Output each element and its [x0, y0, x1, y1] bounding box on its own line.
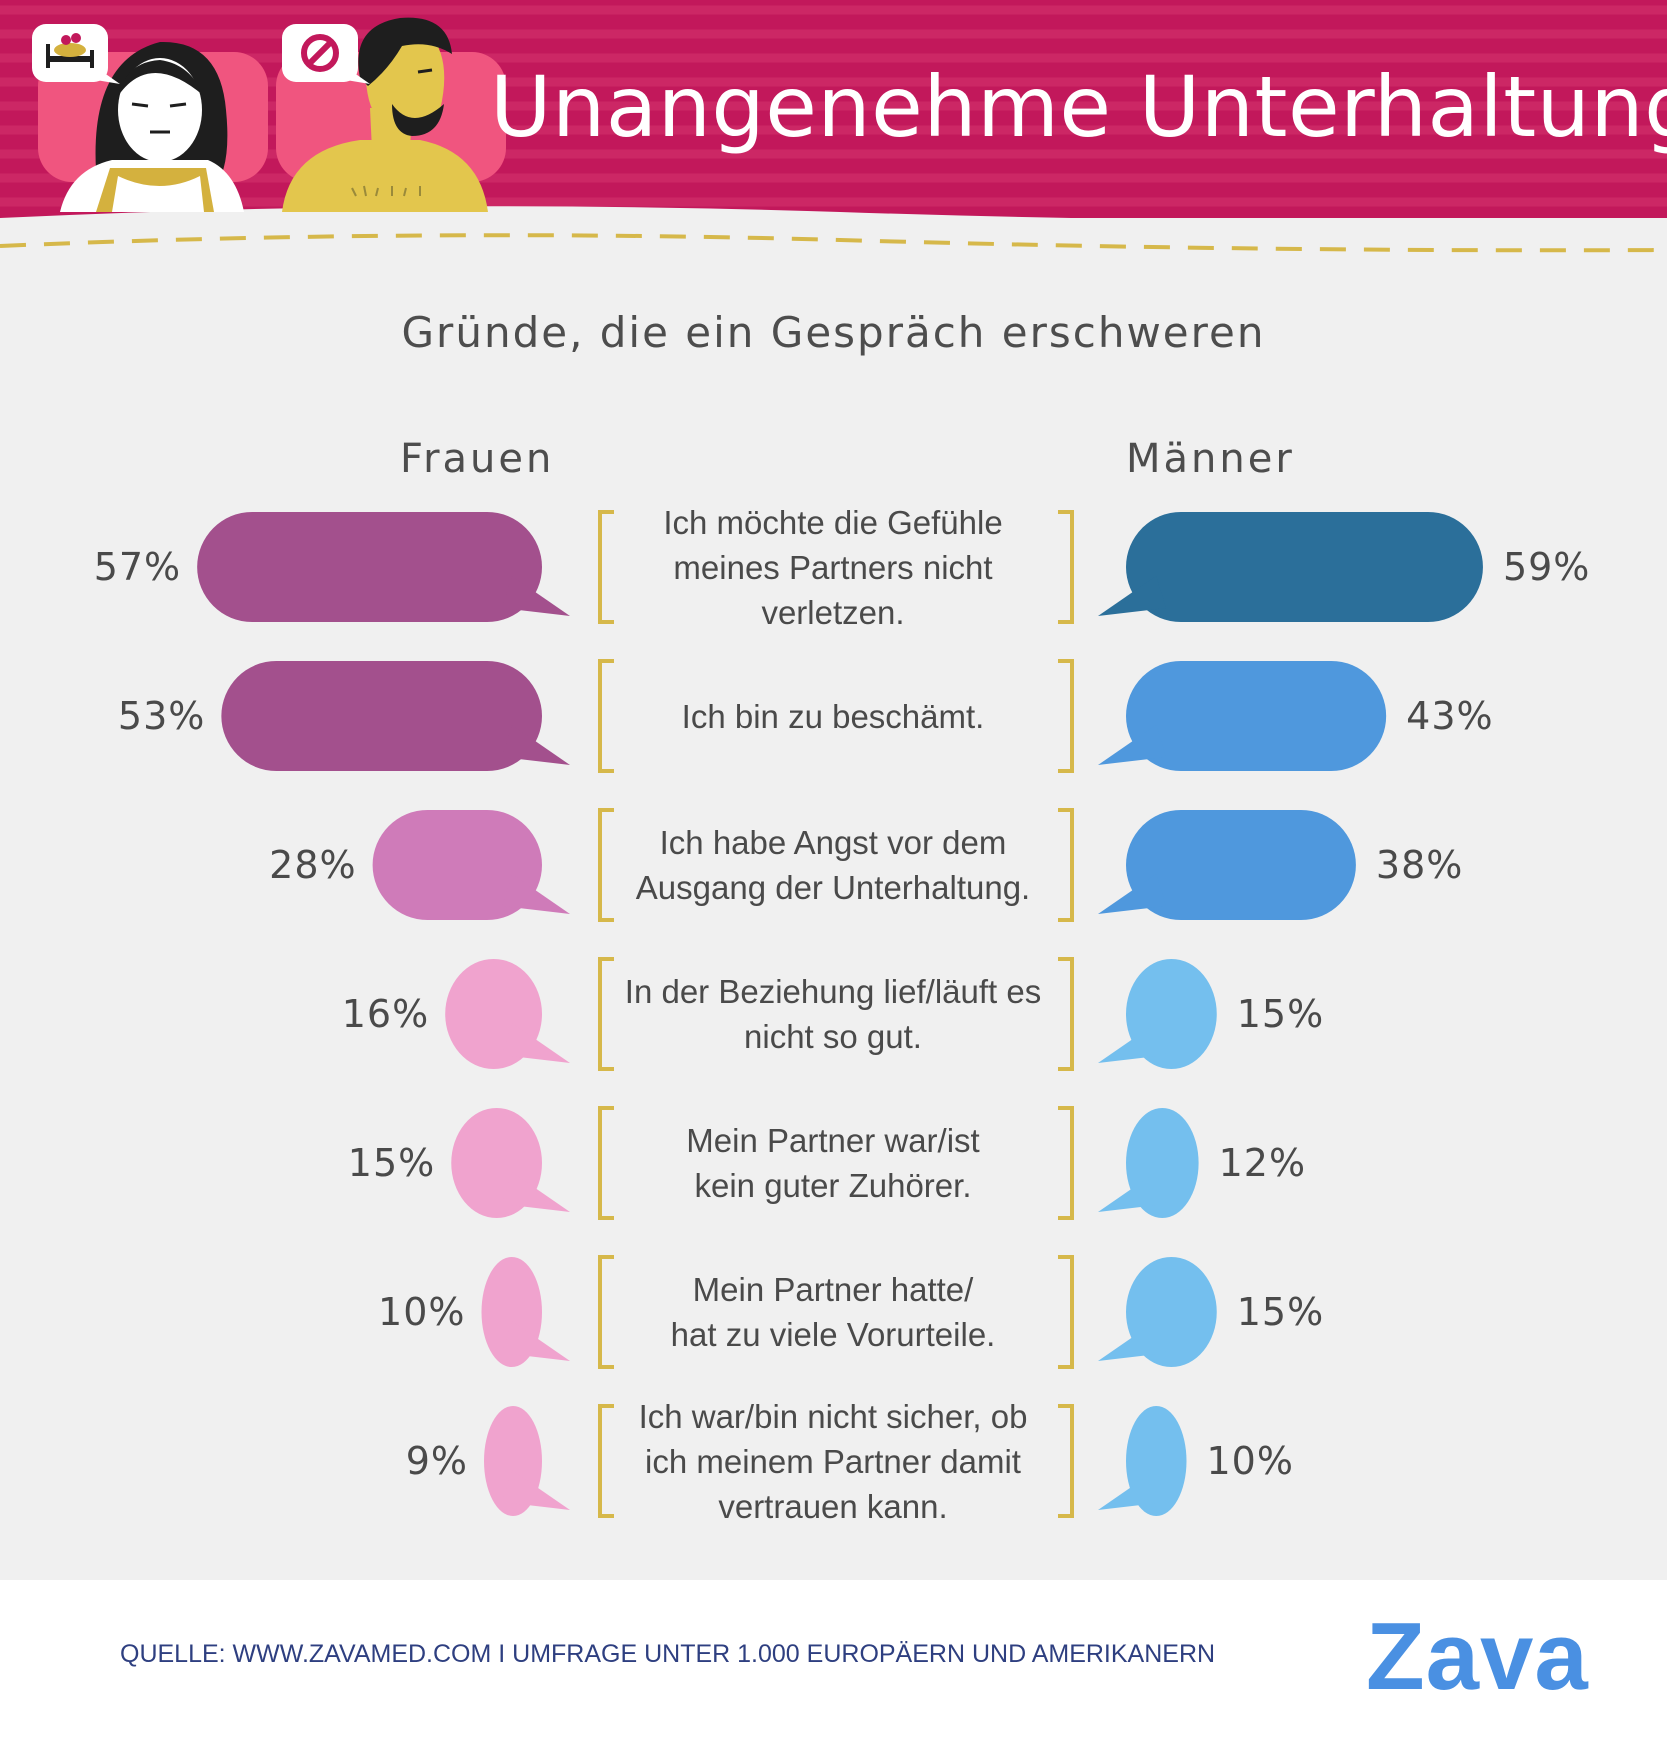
bracket-left [598, 659, 614, 773]
value-label-frauen-4: 15% [347, 1141, 436, 1185]
value-label-frauen-2: 28% [269, 843, 357, 887]
bracket-left [598, 1106, 614, 1220]
bar-frauen-5 [481, 1257, 570, 1367]
bar-maenner-2 [1098, 810, 1356, 920]
value-label-maenner-2: 38% [1375, 843, 1464, 887]
reason-label-6: Ich war/bin nicht sicher, ob ich meinem … [638, 1397, 1028, 1525]
bracket-right [1058, 510, 1074, 624]
man-illustration [282, 17, 488, 212]
reason-label-5: Mein Partner hatte/ hat zu viele Vorurte… [670, 1271, 996, 1353]
value-label-maenner-4: 12% [1218, 1141, 1307, 1185]
value-label-frauen-5: 10% [378, 1290, 466, 1334]
value-label-frauen-6: 9% [405, 1439, 468, 1483]
chart-title: Gründe, die ein Gespräch erschweren [401, 308, 1266, 357]
bracket-left [598, 808, 614, 922]
bar-frauen-6 [484, 1406, 570, 1516]
value-label-maenner-0: 59% [1502, 545, 1591, 589]
bar-frauen-2 [372, 810, 570, 920]
source-note: QUELLE: WWW.ZAVAMED.COM I UMFRAGE UNTER … [120, 1640, 1216, 1668]
bar-frauen-1 [221, 661, 570, 771]
bracket-left [598, 1404, 614, 1518]
bar-frauen-0 [197, 512, 570, 622]
bracket-right [1058, 659, 1074, 773]
value-label-frauen-0: 57% [93, 545, 182, 589]
bar-frauen-4 [451, 1108, 570, 1218]
value-label-maenner-3: 15% [1236, 992, 1325, 1036]
series-header-maenner: Männer [1126, 436, 1295, 482]
woman-illustration [60, 41, 244, 212]
bar-maenner-0 [1098, 512, 1483, 622]
bracket-right [1058, 808, 1074, 922]
bracket-right [1058, 1255, 1074, 1369]
value-label-maenner-1: 43% [1406, 694, 1494, 738]
reason-label-2: Ich habe Angst vor dem Ausgang der Unter… [635, 824, 1031, 906]
series-header-frauen: Frauen [400, 436, 555, 482]
reason-label-4: Mein Partner war/ist kein guter Zuhörer. [686, 1122, 980, 1204]
reason-label-3: In der Beziehung lief/läuft es nicht so … [624, 973, 1042, 1055]
bar-maenner-1 [1098, 661, 1387, 771]
footer [0, 1580, 1667, 1740]
value-label-maenner-5: 15% [1236, 1290, 1325, 1334]
bar-maenner-5 [1098, 1257, 1217, 1367]
man-speech-bubble [282, 24, 370, 84]
bracket-right [1058, 1404, 1074, 1518]
page-title: Unangenehme Unterhaltung [490, 58, 1667, 156]
woman-speech-bubble [32, 24, 120, 84]
reason-label-1: Ich bin zu beschämt. [681, 697, 985, 735]
value-label-frauen-1: 53% [117, 694, 206, 738]
value-label-maenner-6: 10% [1206, 1439, 1294, 1483]
bar-maenner-4 [1098, 1108, 1199, 1218]
bracket-left [598, 957, 614, 1071]
bracket-left [598, 1255, 614, 1369]
reason-label-0: Ich möchte die Gefühle meines Partners n… [663, 503, 1003, 631]
value-label-frauen-3: 16% [341, 992, 430, 1036]
bar-maenner-6 [1098, 1406, 1187, 1516]
bracket-right [1058, 1106, 1074, 1220]
header-banner [0, 0, 1667, 262]
bracket-right [1058, 957, 1074, 1071]
bar-frauen-3 [445, 959, 570, 1069]
zava-logo: Zava [1366, 1603, 1589, 1710]
bracket-left [598, 510, 614, 624]
bar-maenner-3 [1098, 959, 1217, 1069]
